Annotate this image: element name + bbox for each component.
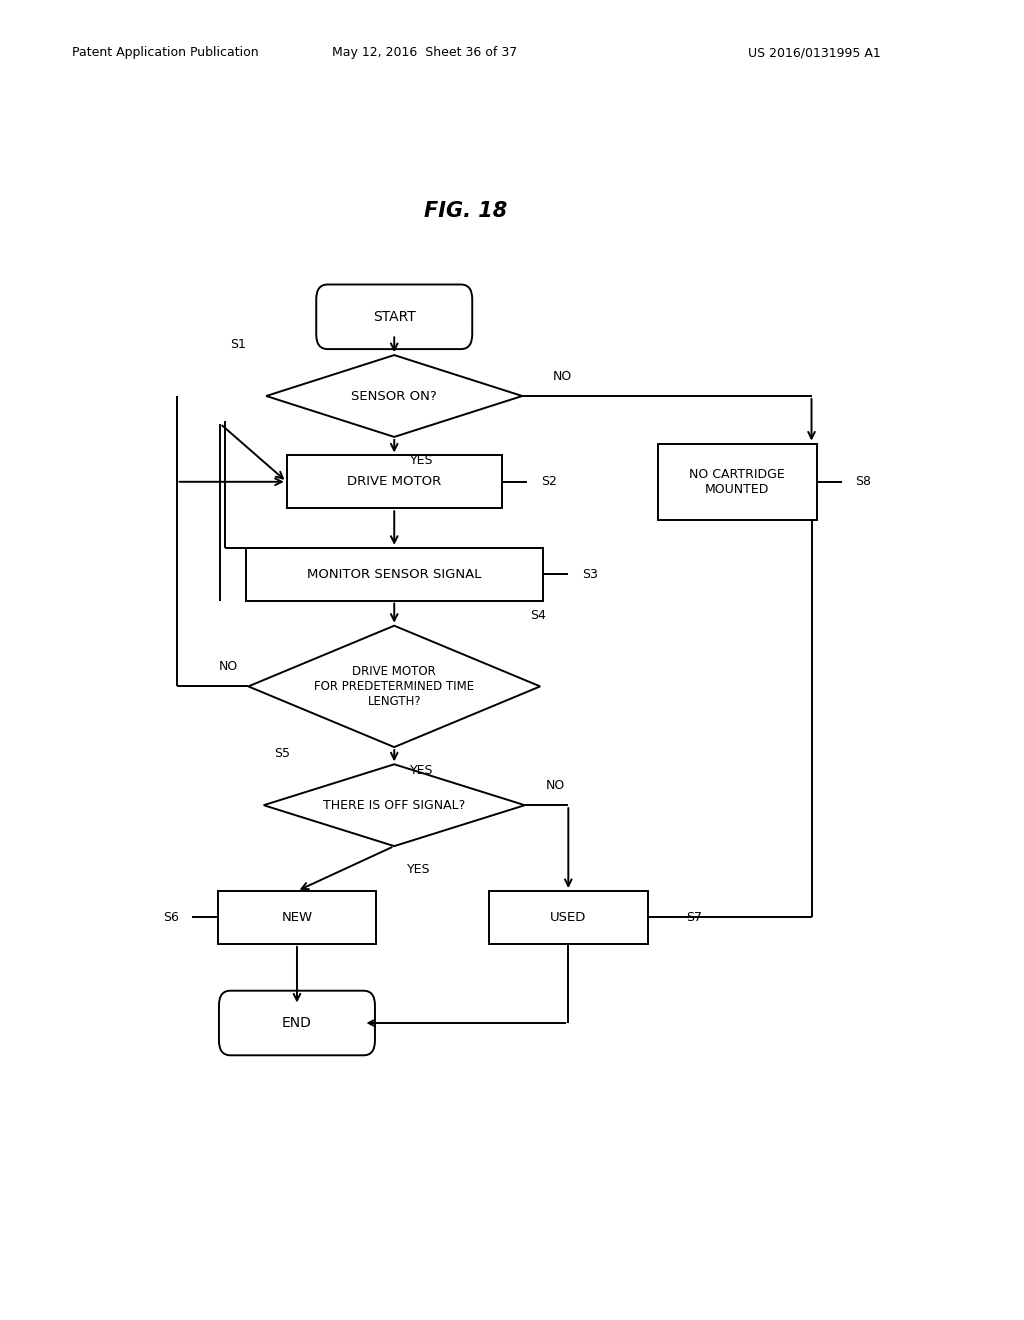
Text: Patent Application Publication: Patent Application Publication xyxy=(72,46,258,59)
Text: END: END xyxy=(282,1016,312,1030)
Text: May 12, 2016  Sheet 36 of 37: May 12, 2016 Sheet 36 of 37 xyxy=(333,46,517,59)
Text: S3: S3 xyxy=(582,568,598,581)
Text: DRIVE MOTOR
FOR PREDETERMINED TIME
LENGTH?: DRIVE MOTOR FOR PREDETERMINED TIME LENGT… xyxy=(314,665,474,708)
Text: START: START xyxy=(373,310,416,323)
Polygon shape xyxy=(264,764,524,846)
Text: S2: S2 xyxy=(541,475,557,488)
Text: SENSOR ON?: SENSOR ON? xyxy=(351,389,437,403)
Text: S6: S6 xyxy=(163,911,178,924)
Polygon shape xyxy=(266,355,522,437)
Bar xyxy=(217,891,376,944)
Bar xyxy=(246,548,543,601)
Polygon shape xyxy=(249,626,541,747)
Text: S5: S5 xyxy=(274,747,290,760)
Bar xyxy=(489,891,648,944)
Bar xyxy=(657,444,817,520)
Text: DRIVE MOTOR: DRIVE MOTOR xyxy=(347,475,441,488)
Text: YES: YES xyxy=(407,863,430,876)
Text: US 2016/0131995 A1: US 2016/0131995 A1 xyxy=(748,46,881,59)
Text: S8: S8 xyxy=(856,475,871,488)
Text: NO: NO xyxy=(545,779,564,792)
Text: YES: YES xyxy=(410,764,433,777)
Text: S4: S4 xyxy=(530,609,546,622)
Text: NEW: NEW xyxy=(282,911,312,924)
Text: USED: USED xyxy=(550,911,587,924)
Text: THERE IS OFF SIGNAL?: THERE IS OFF SIGNAL? xyxy=(324,799,465,812)
Text: NO: NO xyxy=(553,370,572,383)
FancyBboxPatch shape xyxy=(316,285,472,348)
Text: NO CARTRIDGE
MOUNTED: NO CARTRIDGE MOUNTED xyxy=(689,467,785,496)
Text: S7: S7 xyxy=(687,911,702,924)
Text: YES: YES xyxy=(410,454,433,467)
Bar xyxy=(287,455,502,508)
Text: S1: S1 xyxy=(229,338,246,351)
Text: FIG. 18: FIG. 18 xyxy=(424,201,508,222)
Text: MONITOR SENSOR SIGNAL: MONITOR SENSOR SIGNAL xyxy=(307,568,481,581)
FancyBboxPatch shape xyxy=(219,991,375,1055)
Text: NO: NO xyxy=(219,660,238,673)
